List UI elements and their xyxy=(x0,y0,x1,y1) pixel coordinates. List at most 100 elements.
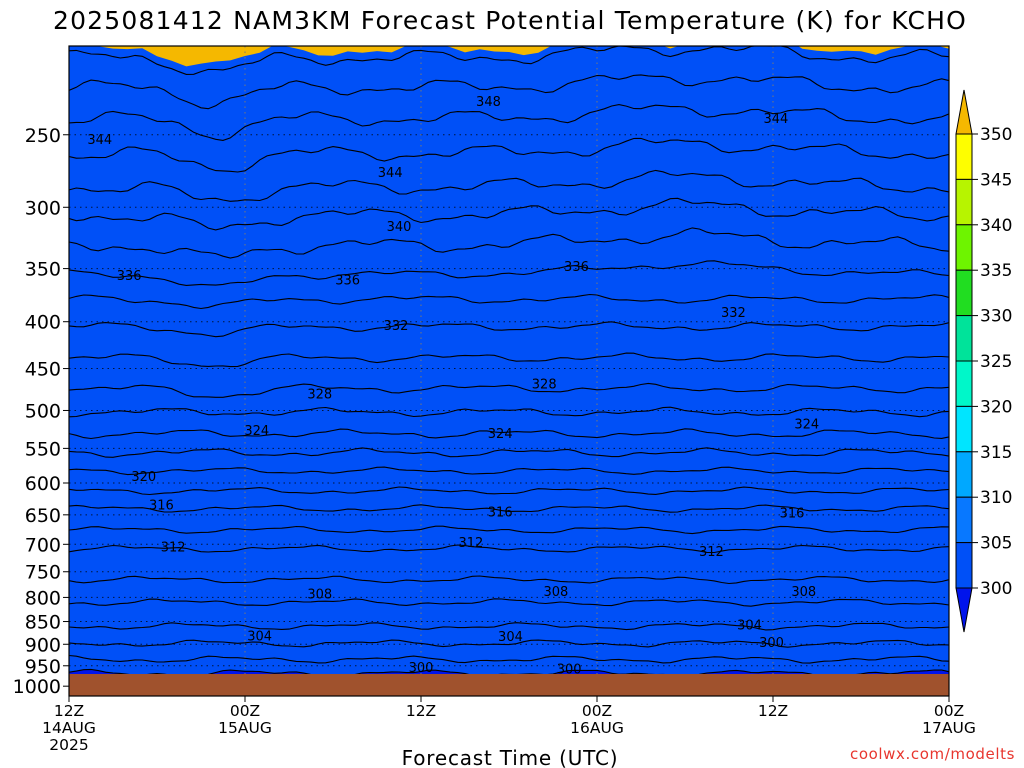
contour-label: 308 xyxy=(307,587,332,602)
y-tick-label: 350 xyxy=(25,259,61,281)
contour-346 xyxy=(69,104,949,141)
contour-label-text: 324 xyxy=(794,417,819,432)
contour-label: 312 xyxy=(161,541,186,556)
contour-338 xyxy=(69,227,949,259)
y-tick-label: 700 xyxy=(25,534,61,556)
contour-308 xyxy=(69,598,949,607)
contour-312 xyxy=(69,544,949,554)
contour-label-text: 308 xyxy=(307,587,332,602)
contour-336 xyxy=(69,260,949,286)
colorbar-label: 345 xyxy=(980,170,1012,190)
band-fill-300 xyxy=(69,46,949,677)
y-tick-label: 650 xyxy=(25,505,61,527)
x-tick-label: 15AUG xyxy=(218,719,272,737)
contour-label: 316 xyxy=(149,498,174,513)
colorbar-label: 335 xyxy=(980,261,1012,281)
contour-label: 324 xyxy=(794,417,819,432)
chart-title: 2025081412 NAM3KM Forecast Potential Tem… xyxy=(53,6,967,35)
contour-324 xyxy=(69,428,949,440)
contour-320 xyxy=(69,466,949,476)
contour-306 xyxy=(69,622,949,631)
contour-label: 336 xyxy=(117,269,142,284)
colorbar-label: 305 xyxy=(980,534,1012,554)
contour-label: 316 xyxy=(780,506,805,521)
x-tick-label: 00Z xyxy=(230,702,260,720)
contour-label: 308 xyxy=(791,585,816,600)
colorbar-swatch xyxy=(955,269,973,317)
contour-label-text: 304 xyxy=(247,629,272,644)
contour-350 xyxy=(69,46,949,75)
colorbar-swatch xyxy=(955,133,973,180)
contour-label-text: 300 xyxy=(557,663,582,678)
colorbar-swatch xyxy=(955,178,973,226)
x-tick-label: 16AUG xyxy=(570,719,624,737)
colorbar: 350 345 340 335 330 325 320 315 310 305 300 xyxy=(955,89,1012,633)
contour-label-text: 316 xyxy=(488,505,513,520)
contour-label-text: 332 xyxy=(721,306,746,321)
x-tick-label: 14AUG xyxy=(42,719,96,737)
colorbar-top-arrow xyxy=(955,89,973,135)
y-tick-label: 800 xyxy=(25,587,61,609)
contour-label-text: 320 xyxy=(131,470,156,485)
contour-314 xyxy=(69,525,949,535)
colorbar-swatch xyxy=(955,360,973,407)
colorbar-label: 340 xyxy=(980,216,1012,236)
contour-348 xyxy=(69,74,949,110)
y-tick-label: 850 xyxy=(25,612,61,634)
contour-label: 344 xyxy=(87,133,112,148)
contour-label-text: 332 xyxy=(384,319,409,334)
contour-322 xyxy=(69,447,949,458)
contour-label: 344 xyxy=(764,112,789,127)
contour-316 xyxy=(69,504,949,513)
color-fill-layer xyxy=(69,46,949,696)
contour-label: 300 xyxy=(409,661,434,676)
x-tick-label: 12Z xyxy=(758,702,788,720)
contour-label: 336 xyxy=(564,260,589,275)
colorbar-label: 350 xyxy=(980,125,1012,145)
contour-304 xyxy=(69,639,949,648)
y-tick-label: 300 xyxy=(25,197,61,219)
contour-342 xyxy=(69,169,949,202)
contour-label-text: 308 xyxy=(544,585,569,600)
colorbar-swatch xyxy=(955,542,973,589)
y-tick-label: 950 xyxy=(25,656,61,678)
y-tick-label: 400 xyxy=(25,312,61,334)
contour-328 xyxy=(69,382,949,398)
y-tick-label: 1000 xyxy=(13,676,61,698)
contour-label: 324 xyxy=(244,424,269,439)
contour-302 xyxy=(69,654,949,664)
contour-label-text: 304 xyxy=(498,630,523,645)
y-tick-label: 450 xyxy=(25,359,61,381)
colorbar-swatch xyxy=(955,224,973,271)
contour-label: 332 xyxy=(384,319,409,334)
contour-label-text: 308 xyxy=(791,585,816,600)
contour-label: 336 xyxy=(335,273,360,288)
contour-label-text: 312 xyxy=(699,545,724,560)
contour-label-text: 328 xyxy=(532,378,557,393)
contour-label: 340 xyxy=(387,220,412,235)
contour-label: 304 xyxy=(247,629,272,644)
contour-label: 312 xyxy=(458,536,483,551)
contour-label-text: 328 xyxy=(307,388,332,403)
contour-344 xyxy=(69,137,949,173)
contour-340 xyxy=(69,197,949,231)
contour-334 xyxy=(69,293,949,310)
contour-label: 328 xyxy=(307,388,332,403)
contour-label-text: 348 xyxy=(476,95,501,110)
colorbar-bottom-arrow xyxy=(955,587,973,633)
contour-label-text: 324 xyxy=(488,427,513,442)
x-tick-label: 2025 xyxy=(49,736,88,754)
contour-label: 332 xyxy=(721,306,746,321)
y-tick-label: 500 xyxy=(25,400,61,422)
colorbar-swatch xyxy=(955,315,973,362)
contour-label-text: 344 xyxy=(87,133,112,148)
contour-label-text: 344 xyxy=(378,166,403,181)
colorbar-label: 320 xyxy=(980,397,1012,417)
contour-label: 308 xyxy=(544,585,569,600)
x-tick-label: 17AUG xyxy=(922,719,976,737)
contour-labels: 344 344 344 348 340 336 336 336 332 332 328 328 324 3… xyxy=(87,95,819,678)
contour-label-text: 336 xyxy=(564,260,589,275)
band-fill-350 xyxy=(69,46,949,67)
contour-330 xyxy=(69,352,949,368)
colorbar-swatch xyxy=(955,496,973,544)
